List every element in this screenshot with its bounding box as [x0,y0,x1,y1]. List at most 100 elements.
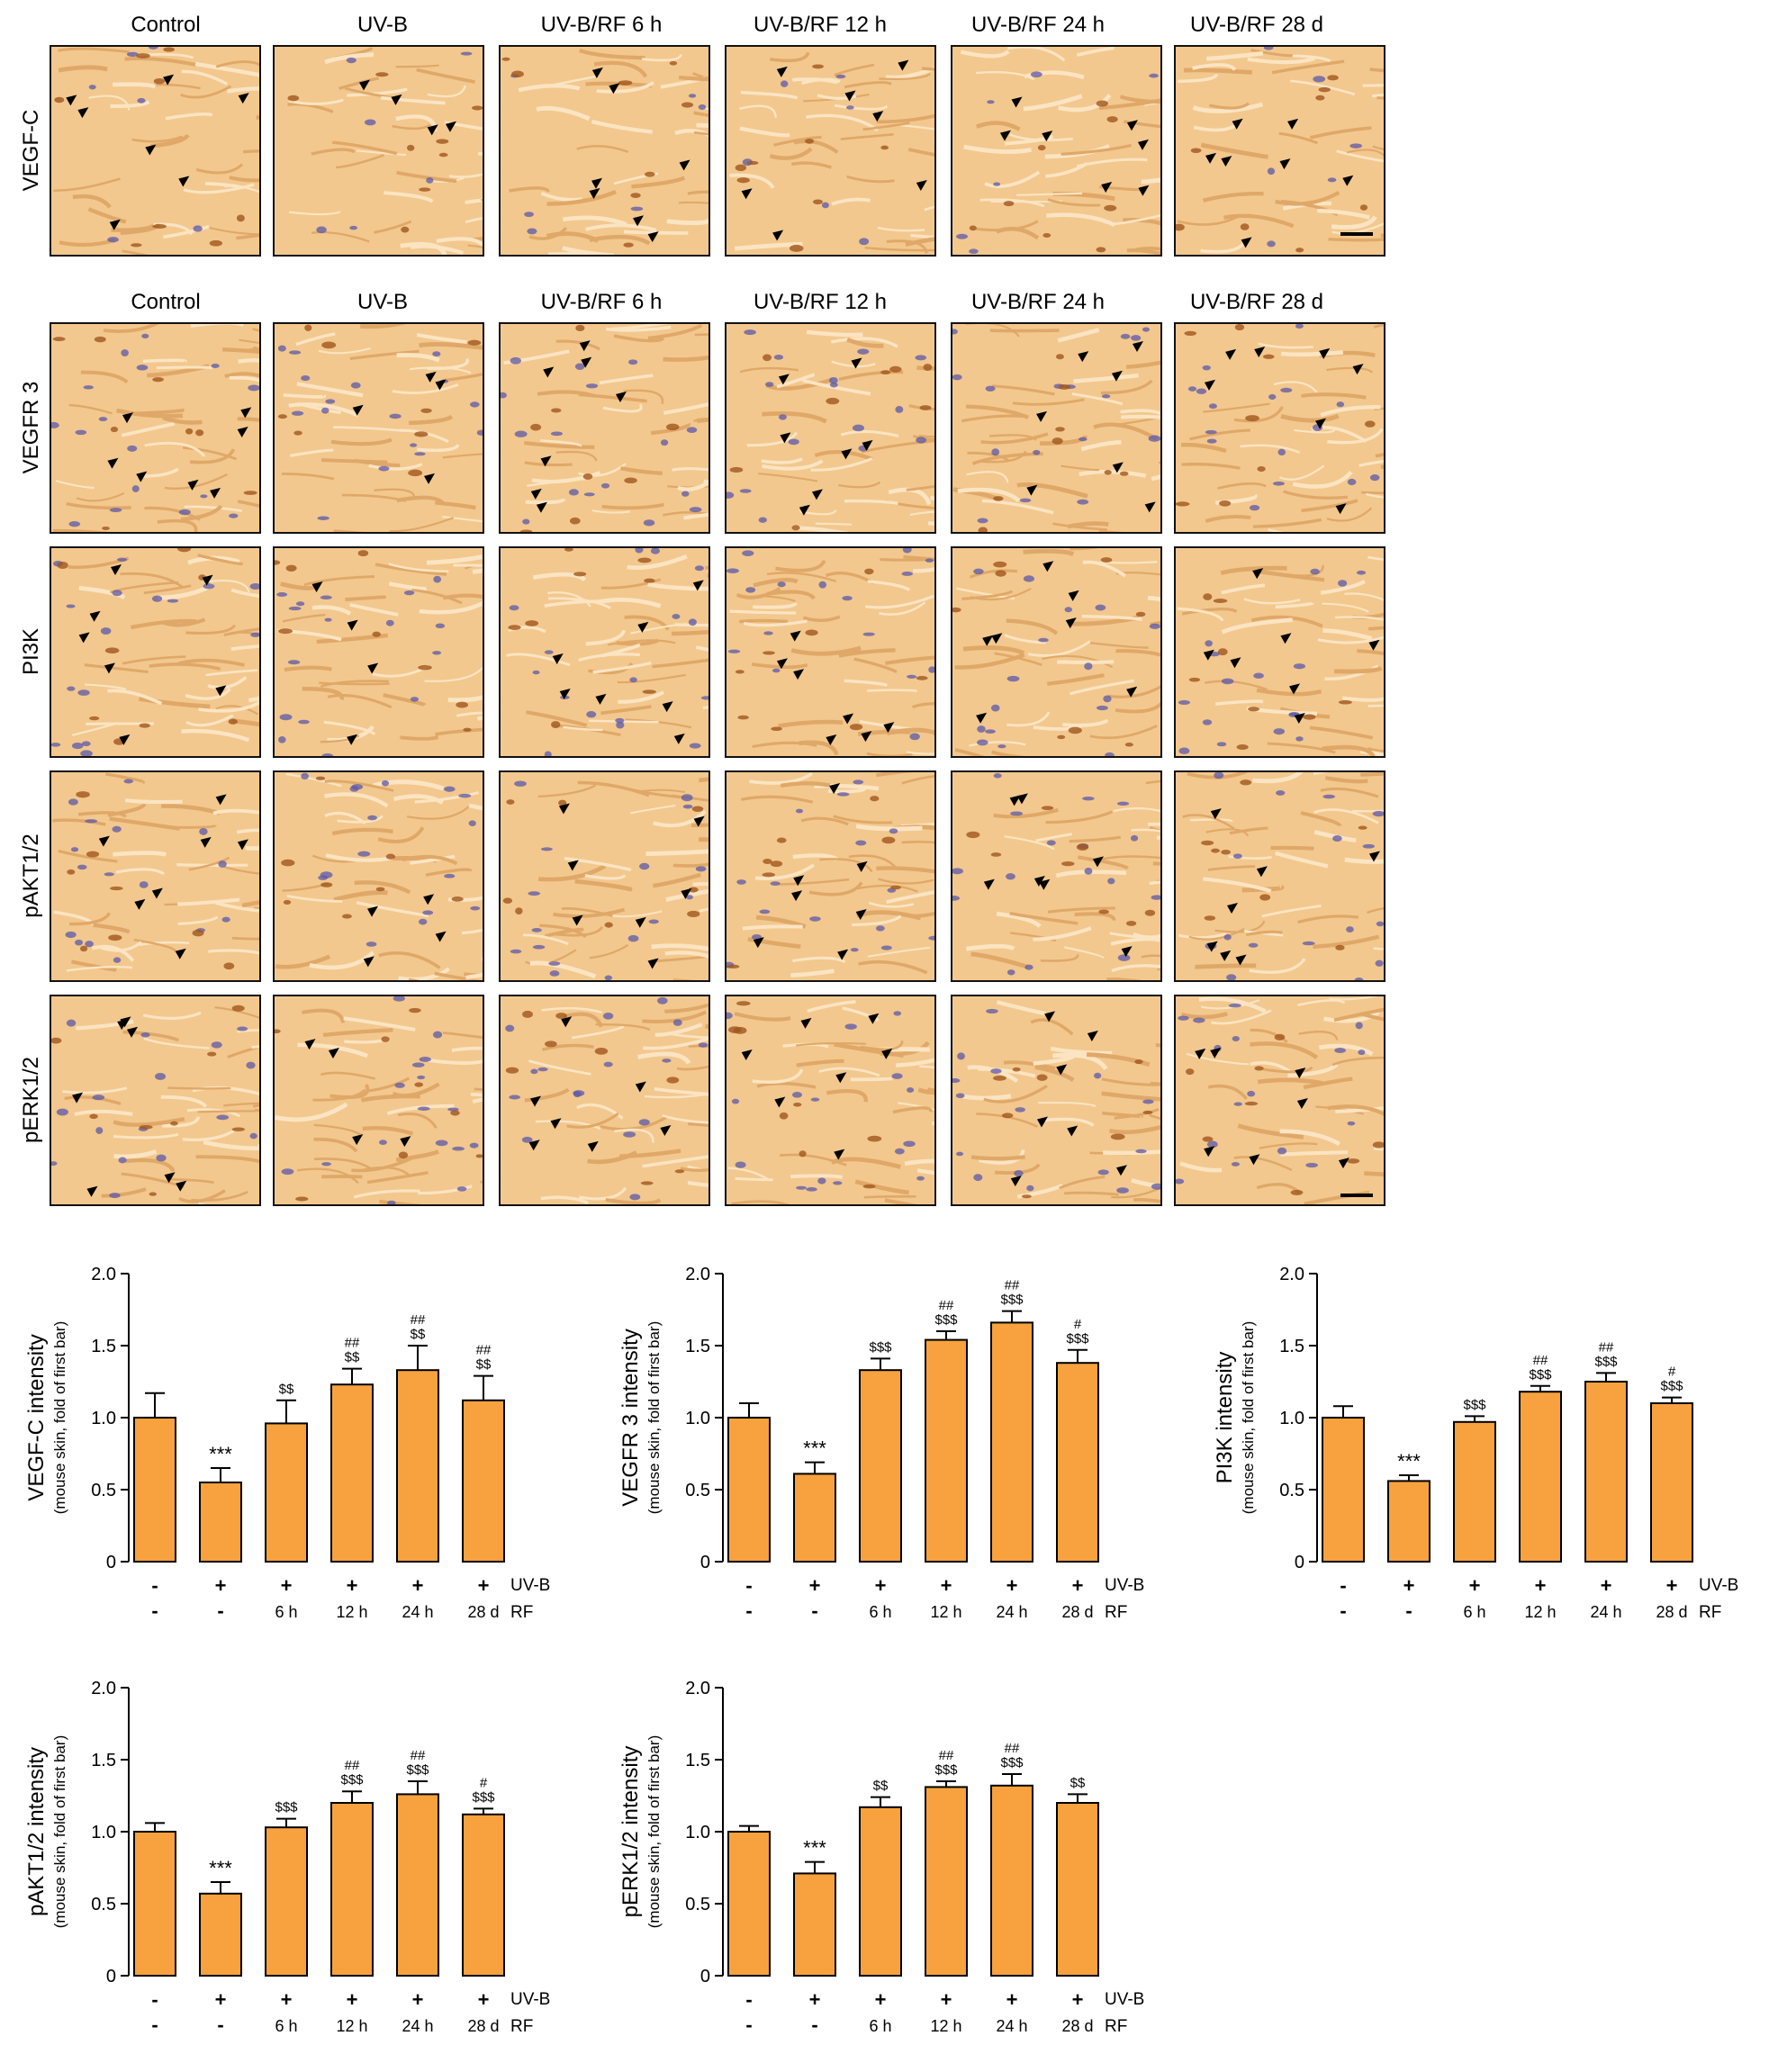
arrowhead [855,908,867,920]
bottom-col-label-control: Control [131,290,201,314]
arrowhead [127,1026,139,1038]
arrowhead [834,1149,845,1160]
arrowhead [187,479,199,491]
arrowhead [77,107,89,119]
arrowhead [1092,856,1104,868]
arrowhead [1288,683,1300,695]
arrowhead [826,734,837,746]
significance-label: $$$ [934,1762,958,1778]
uvb-row-label: - [745,1574,752,1597]
significance-label: *** [803,1437,826,1460]
arrowhead [1368,639,1380,651]
uvb-row-label: + [1072,1988,1084,2011]
arrowhead [1042,131,1053,142]
arrowhead [78,632,90,644]
arrowhead [1044,1011,1056,1022]
bar-chart-2: 0 0.5 1.0 1.5 2.0 VEGFR 3 intensity (mouse ski… [618,1265,1144,1622]
arrowhead [647,231,659,243]
significance-label: ## [476,1343,492,1358]
arrowhead [1039,878,1051,890]
arrowhead [89,610,101,622]
significance-label: # [480,1775,488,1790]
arrowhead [841,448,853,460]
bar [727,1831,771,1977]
arrowhead [983,878,995,890]
arrowhead [400,1136,411,1148]
arrowhead [753,937,764,949]
arrowhead [347,734,358,745]
uvb-row-label: + [1535,1574,1547,1597]
y-tick-label: 0 [106,1967,116,1986]
bar [199,1482,242,1563]
significance-label: ## [411,1312,426,1328]
arrowhead [791,890,803,902]
uvb-row-label: - [745,1988,752,2011]
arrowhead [1133,341,1144,353]
arrowhead [883,722,895,734]
significance-label: $$$ [869,1339,892,1355]
rf-row-label: 12 h [336,1603,367,1621]
bar [199,1892,242,1977]
arrowhead [780,432,791,444]
bar [396,1369,439,1563]
significance-label: $$$ [275,1800,298,1815]
micrograph-vegf-c-5 [951,45,1162,257]
arrowhead [1252,568,1264,580]
bar [1584,1381,1628,1563]
arrowhead [1036,1116,1048,1128]
arrowhead [1279,158,1291,170]
significance-label: $$ [1070,1775,1086,1790]
arrowhead [662,701,673,713]
arrowhead [119,734,131,745]
arrowhead [1225,348,1237,360]
arrowhead [776,66,788,77]
y-tick-label: 2.0 [91,1265,116,1284]
arrowhead [790,630,801,642]
bar [1650,1402,1693,1563]
arrowhead [679,159,690,171]
rf-row-label: 24 h [996,1603,1027,1621]
significance-label: *** [803,1837,826,1860]
arrowhead [427,124,438,136]
arrowhead [1011,96,1023,108]
arrowhead [1112,462,1124,473]
significance-label: $$$ [1660,1379,1683,1394]
micrograph-vegf-c-6 [1174,45,1385,257]
micrograph-perk1-2-1 [50,995,261,1206]
significance-label: $$ [411,1327,426,1342]
uvb-row-label: + [1006,1988,1018,2011]
bottom-col-label-uvb-rf-12h: UV-B/RF 12 h [753,290,888,314]
arrowhead [237,427,248,438]
micrograph-pakt1-2-3 [499,770,710,982]
arrowhead [1256,866,1268,878]
arrowhead [647,958,659,969]
arrowhead [1206,941,1218,952]
arrowhead [1138,185,1150,196]
arrowhead [1210,808,1222,820]
significance-label: # [1668,1365,1676,1380]
arrowhead [1065,617,1077,629]
bar [1056,1362,1099,1563]
arrowhead [660,1125,672,1137]
bottom-col-label-uvb: UV-B [357,290,408,314]
arrowhead [673,733,685,744]
uvb-row-label: + [412,1988,424,2011]
bar [462,1399,505,1563]
bar [1453,1420,1496,1563]
arrowhead [552,653,564,665]
arrowhead [1249,1154,1260,1166]
arrowhead [572,914,583,926]
arrowhead [86,1185,98,1197]
arrowhead [1227,903,1239,914]
arrowhead [66,95,77,106]
significance-label: ## [1005,1278,1020,1293]
significance-label: $$ [279,1382,294,1397]
arrowhead [304,1039,316,1050]
micrograph-pi3k-2 [273,546,484,758]
rf-row-label: - [745,2013,752,2036]
arrowhead [1067,1125,1079,1137]
micrograph-vegf-c-2 [273,45,484,257]
top-col-label-uvb: UV-B [357,13,408,37]
rf-row-label: - [811,2013,817,2036]
arrowhead [215,685,227,697]
